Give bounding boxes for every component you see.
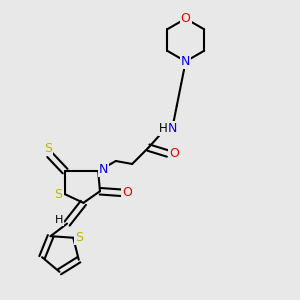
Text: O: O xyxy=(122,186,132,199)
Text: N: N xyxy=(168,122,178,135)
Text: N: N xyxy=(99,163,108,176)
Text: H: H xyxy=(55,215,63,225)
Text: S: S xyxy=(75,231,83,244)
Text: S: S xyxy=(44,142,52,155)
Text: N: N xyxy=(181,55,190,68)
Text: O: O xyxy=(169,147,179,160)
Text: S: S xyxy=(55,188,62,201)
Text: H: H xyxy=(159,122,168,135)
Text: O: O xyxy=(181,12,190,25)
